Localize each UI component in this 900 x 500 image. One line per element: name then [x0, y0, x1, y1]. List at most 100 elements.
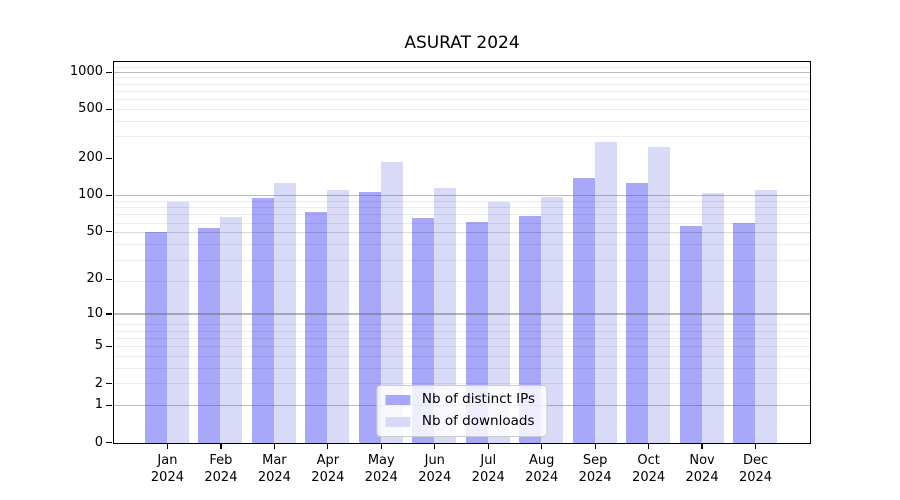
x-axis-label-year: 2024: [150, 470, 184, 485]
gridline-minor: [113, 90, 810, 92]
x-axis-label-year: 2024: [632, 470, 666, 485]
bar-downloads-feb: [220, 216, 243, 443]
gridline-minor: [113, 345, 810, 347]
x-axis-label-year: 2024: [204, 470, 238, 485]
y-axis-tick-label: 1: [94, 397, 103, 413]
gridline-minor: [113, 200, 810, 202]
x-axis-label-year: 2024: [738, 470, 773, 485]
y-axis-tick-mark: [106, 404, 112, 406]
y-axis-tick-label: 0: [94, 434, 103, 450]
y-axis-tick-label: 50: [86, 223, 103, 239]
bar-ips-jan: [144, 232, 167, 443]
y-axis-tick-mark: [106, 345, 112, 348]
x-axis-tick-mark: [701, 444, 703, 449]
y-axis-tick-label: 2: [94, 375, 103, 391]
x-axis-label: Oct 2024: [617, 452, 681, 486]
y-axis-tick-mark: [106, 231, 112, 233]
gridline-minor: [113, 281, 810, 283]
gridline-minor: [113, 136, 810, 138]
x-axis-label: Aug 2024: [510, 452, 574, 486]
bar-ips-oct: [626, 183, 649, 443]
x-axis-label: Apr 2024: [296, 452, 360, 486]
bar-downloads-jul: [487, 202, 510, 443]
bar-downloads-oct: [648, 146, 671, 443]
x-axis-tick-mark: [380, 444, 382, 449]
x-axis-label: Feb 2024: [189, 452, 253, 486]
x-axis-tick-mark: [754, 444, 757, 449]
x-axis-label: Jan 2024: [135, 452, 199, 486]
bar-downloads-may: [380, 162, 403, 443]
y-axis-tick-label: 1000: [69, 64, 103, 80]
y-axis-tick-label: 10: [86, 305, 103, 321]
x-axis-label-month: Mar: [262, 453, 287, 468]
gridline-minor: [113, 66, 810, 68]
x-axis-label-year: 2024: [525, 470, 559, 485]
bar-ips-feb: [198, 228, 221, 443]
y-axis-tick-label: 100: [78, 187, 103, 203]
y-axis-tick-mark: [106, 383, 112, 385]
x-axis-label-month: Apr: [316, 453, 340, 468]
x-axis-tick-mark: [648, 444, 650, 449]
x-axis-label-year: 2024: [364, 470, 398, 485]
x-axis-tick-mark: [541, 444, 543, 449]
bar-ips-sep: [572, 177, 595, 443]
x-axis-label-month: Jun: [424, 453, 445, 468]
bar-downloads-jan: [166, 202, 189, 443]
x-axis-label-month: Oct: [637, 453, 660, 468]
x-axis-label-month: Feb: [209, 453, 233, 468]
bar-downloads-jun: [434, 187, 457, 443]
x-axis-label: Mar 2024: [242, 452, 306, 486]
y-axis-tick-label: 20: [86, 271, 103, 287]
x-axis-label-year: 2024: [578, 470, 612, 485]
bar-downloads-aug: [541, 197, 564, 443]
gridline-major: [113, 194, 810, 196]
x-axis-label-year: 2024: [685, 470, 719, 485]
bar-downloads-dec: [755, 189, 778, 443]
gridline-minor: [113, 259, 810, 261]
x-axis-tick-mark: [594, 444, 596, 449]
gridline-minor: [113, 207, 810, 209]
bar-ips-mar: [251, 197, 274, 443]
gridline-minor: [113, 330, 810, 332]
x-axis-label-month: Sep: [582, 453, 608, 468]
y-axis-tick-mark: [106, 71, 112, 73]
gridline-minor: [113, 324, 810, 326]
x-axis-label: Dec 2024: [724, 452, 788, 486]
gridline-minor: [113, 232, 810, 234]
x-axis-tick-mark: [434, 444, 436, 449]
x-axis-label-month: Jan: [157, 453, 178, 468]
x-axis-label-year: 2024: [311, 470, 345, 485]
bar-downloads-sep: [594, 142, 617, 443]
x-axis-label-month: Aug: [528, 453, 555, 468]
bar-ips-apr: [305, 211, 328, 443]
gridline-minor: [113, 77, 810, 79]
plot-area: Nb of distinct IPs Nb of downloads: [112, 61, 811, 444]
y-axis-tick-mark: [106, 313, 112, 315]
y-axis-tick-mark: [106, 441, 112, 444]
gridline-major: [113, 313, 810, 315]
x-axis-label-year: 2024: [471, 470, 505, 485]
bar-downloads-mar: [273, 182, 296, 443]
y-axis-tick-mark: [106, 108, 112, 110]
y-axis-tick-mark: [106, 194, 112, 196]
x-axis-label-month: Jul: [480, 453, 497, 468]
x-axis-label: Nov 2024: [670, 452, 734, 486]
x-axis-label: Jun 2024: [403, 452, 467, 486]
x-axis-label-month: Nov: [689, 453, 715, 468]
gridline-minor: [113, 355, 810, 357]
x-axis-label-month: May: [367, 453, 395, 468]
legend-swatch-downloads: [384, 416, 410, 427]
legend: Nb of distinct IPs Nb of downloads: [375, 385, 548, 437]
x-axis-label-year: 2024: [257, 470, 291, 485]
x-axis-tick-mark: [220, 444, 222, 449]
x-axis-tick-mark: [273, 444, 275, 449]
gridline-minor: [113, 232, 810, 234]
chart-title: ASURAT 2024: [404, 33, 520, 53]
bar-ips-nov: [679, 226, 702, 443]
x-axis-tick-mark: [327, 444, 329, 449]
gridline-minor: [113, 222, 810, 224]
gridline-minor: [113, 337, 810, 339]
legend-swatch-ips: [384, 394, 410, 405]
y-axis-tick-label: 5: [94, 338, 103, 354]
